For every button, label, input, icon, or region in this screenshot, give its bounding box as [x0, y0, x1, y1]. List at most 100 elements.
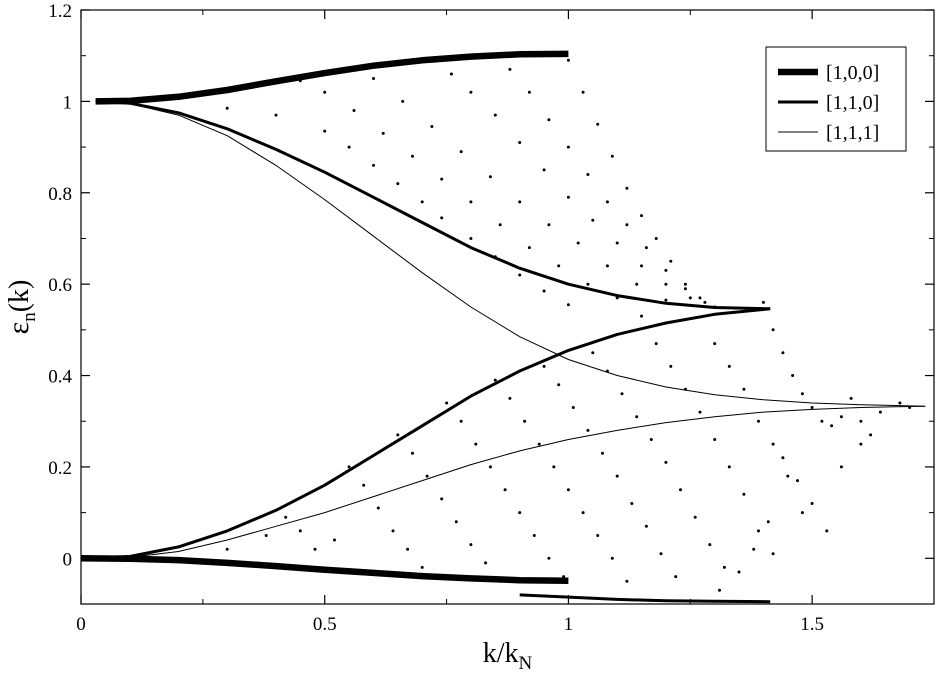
scatter-point [757, 419, 760, 423]
scatter-point [664, 268, 668, 272]
y-axis-label-subscript: n [19, 312, 40, 322]
scatter-point [649, 438, 653, 441]
scatter-point [586, 282, 590, 286]
series-line-[1,1,1] [80, 405, 926, 559]
scatter-point [698, 296, 702, 300]
scatter-point [683, 387, 687, 391]
scatter-point [713, 438, 717, 441]
scatter-point [830, 424, 834, 428]
scatter-point [420, 200, 424, 204]
y-tick-label: 0.2 [48, 458, 72, 479]
scatter-point [800, 511, 804, 515]
scatter-point [562, 575, 566, 579]
scatter-point [445, 401, 449, 405]
y-tick-label: 0.8 [48, 184, 72, 205]
scatter-point [372, 77, 375, 80]
scatter-point [440, 216, 444, 220]
scatter-point [488, 175, 492, 179]
y-axis-label: ε [2, 322, 35, 335]
scatter-point [493, 113, 497, 117]
scatter-point [703, 300, 707, 304]
scatter-point [313, 547, 317, 551]
scatter-point [635, 415, 639, 419]
scatter-point [610, 556, 614, 560]
scatter-point [420, 565, 424, 569]
scatter-point [493, 378, 497, 382]
scatter-point [810, 502, 814, 505]
scatter-point [323, 129, 327, 133]
x-tick-label: 1.5 [800, 614, 824, 635]
scatter-point [547, 118, 551, 122]
scatter-point [527, 90, 531, 94]
scatter-point [566, 488, 570, 492]
series-line-[1,1,0] [80, 307, 771, 560]
scatter-point [459, 419, 463, 423]
scatter-point [727, 465, 731, 469]
scatter-point [810, 406, 814, 409]
scatter-point [859, 419, 863, 423]
scatter-point [800, 392, 804, 396]
scatter-point [518, 511, 522, 515]
y-tick-label: 1.2 [48, 1, 72, 22]
scatter-point [557, 264, 561, 268]
scatter-point [635, 282, 639, 286]
scatter-point [786, 474, 790, 478]
scatter-point [566, 195, 570, 199]
scatter-point [459, 150, 463, 154]
scatter-point [849, 396, 853, 400]
scatter-point [274, 113, 278, 117]
scatter-point [674, 575, 678, 579]
legend-label-110: [1,1,0] [826, 92, 879, 114]
scatter-point [493, 255, 497, 259]
scatter-point [518, 273, 522, 277]
y-tick-label: 1 [63, 92, 73, 113]
scatter-point [542, 289, 546, 293]
scatter-point [381, 131, 385, 135]
scatter-point [596, 534, 600, 537]
scatter-point [596, 122, 600, 126]
scatter-point [610, 154, 614, 158]
scatter-point [644, 524, 648, 528]
scatter-point [225, 547, 229, 551]
scatter-point [547, 223, 551, 227]
scatter-point [576, 241, 580, 245]
scatter-point [498, 579, 502, 583]
scatter-point [771, 552, 775, 556]
scatter-point [679, 488, 682, 492]
scatter-point [742, 492, 746, 496]
scatter-point [693, 515, 697, 519]
scatter-point [323, 90, 327, 94]
scatter-point [839, 415, 843, 419]
scatter-point [225, 106, 229, 110]
scatter-point [411, 154, 414, 158]
scatter-point [449, 72, 453, 76]
scatter-point [664, 460, 668, 464]
scatter-point [411, 451, 414, 455]
scatter-point [796, 479, 799, 483]
scatter-point [708, 543, 712, 547]
scatter-point [825, 529, 829, 533]
scatter-point [722, 565, 726, 569]
scatter-point [391, 529, 395, 533]
scatter-point [625, 186, 629, 190]
scatter-point [878, 410, 882, 414]
scatter-point [552, 465, 556, 469]
scatter-point [644, 246, 648, 250]
scatter-layer [225, 58, 912, 592]
scatter-point [591, 218, 595, 222]
scatter-point [586, 428, 590, 432]
x-tick-label: 0.5 [313, 614, 337, 635]
scatter-point [425, 474, 429, 478]
scatter-point [898, 401, 902, 405]
x-axis-label: k/k [483, 638, 519, 669]
scatter-point [542, 168, 546, 172]
scatter-point [557, 383, 561, 387]
series-line-[1,1,0] [95, 99, 771, 311]
scatter-point [347, 465, 351, 469]
series-line-[1,1,1] [95, 100, 926, 407]
plot-frame [80, 9, 935, 605]
scatter-point [518, 200, 522, 204]
scatter-point [727, 364, 731, 368]
legend-label-111: [1,1,1] [826, 122, 879, 144]
scatter-point [820, 419, 824, 423]
